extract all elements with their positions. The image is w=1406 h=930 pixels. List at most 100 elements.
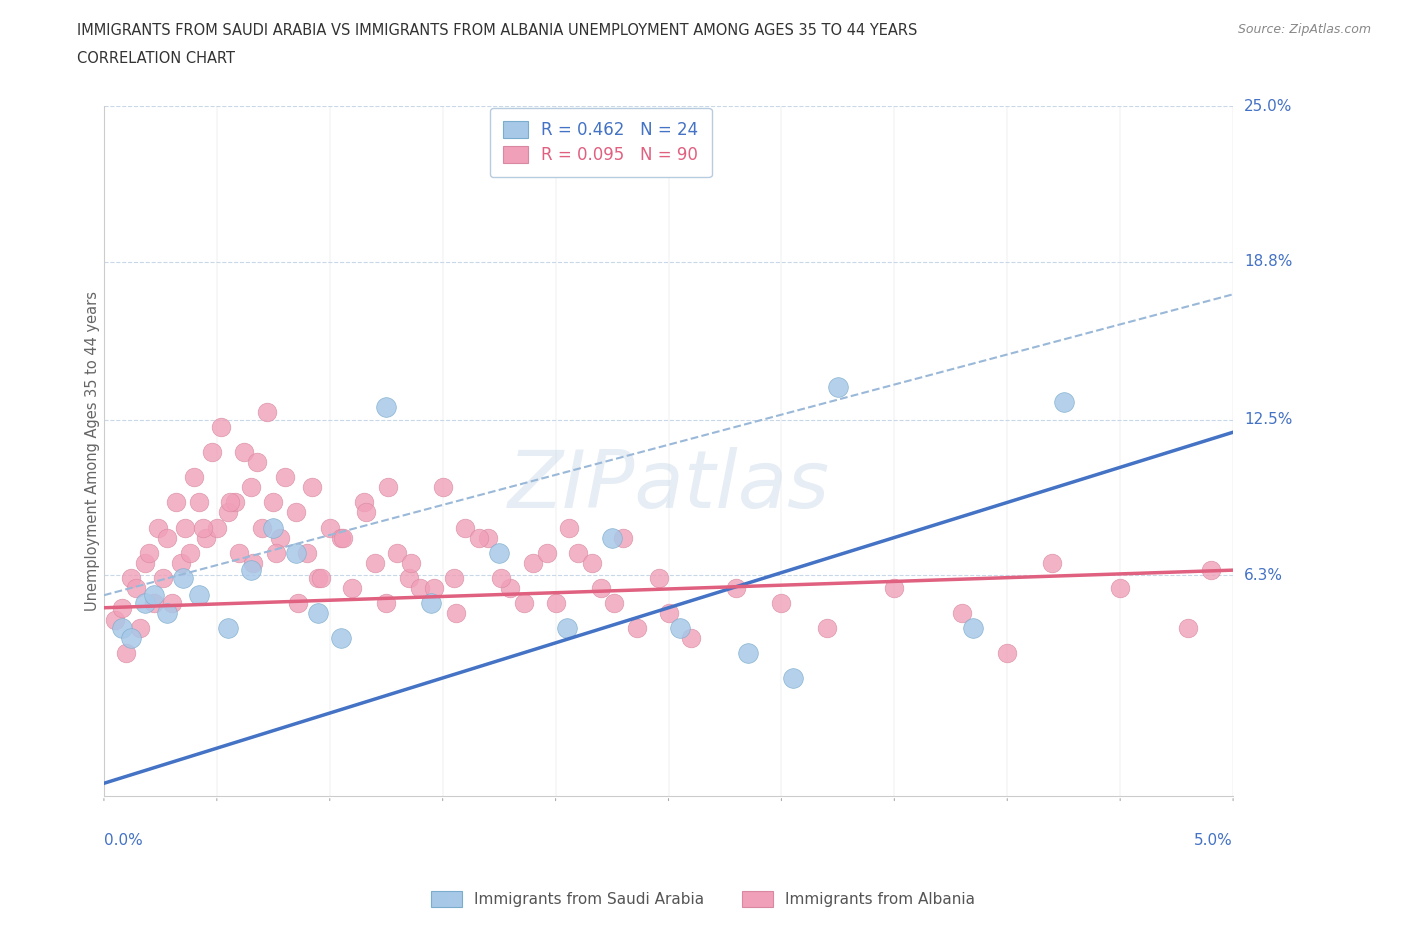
Point <box>422 580 444 595</box>
Point <box>129 620 152 635</box>
Point <box>142 595 165 610</box>
Point <box>375 400 398 415</box>
Point <box>488 545 510 560</box>
Point <box>737 645 759 660</box>
Point <box>165 495 187 510</box>
Point <box>301 480 323 495</box>
Point <box>626 620 648 635</box>
Point <box>827 379 849 394</box>
Point <box>115 645 138 660</box>
Point <box>217 505 239 520</box>
Point <box>160 595 183 610</box>
Point <box>342 580 364 595</box>
Point <box>657 605 679 620</box>
Point <box>172 570 194 585</box>
Point <box>287 595 309 610</box>
Point <box>454 520 477 535</box>
Point <box>156 605 179 620</box>
Point <box>522 555 544 570</box>
Point <box>377 480 399 495</box>
Point <box>239 563 262 578</box>
Point <box>219 495 242 510</box>
Point <box>770 595 793 610</box>
Text: 5.0%: 5.0% <box>1194 833 1233 848</box>
Point <box>307 605 329 620</box>
Point <box>536 545 558 560</box>
Point <box>330 530 353 545</box>
Point <box>399 555 422 570</box>
Point <box>375 595 398 610</box>
Point <box>120 570 142 585</box>
Point <box>600 530 623 545</box>
Point <box>246 455 269 470</box>
Point <box>179 545 201 560</box>
Point <box>581 555 603 570</box>
Text: 18.8%: 18.8% <box>1244 254 1292 269</box>
Point <box>193 520 215 535</box>
Point <box>499 580 522 595</box>
Point <box>612 530 634 545</box>
Point <box>209 419 232 434</box>
Point <box>353 495 375 510</box>
Point <box>468 530 491 545</box>
Point <box>256 405 278 419</box>
Point <box>319 520 342 535</box>
Text: ZIPatlas: ZIPatlas <box>508 446 830 525</box>
Point <box>146 520 169 535</box>
Point <box>134 595 156 610</box>
Point <box>1177 620 1199 635</box>
Point <box>262 495 284 510</box>
Text: 12.5%: 12.5% <box>1244 412 1292 427</box>
Point <box>477 530 499 545</box>
Text: IMMIGRANTS FROM SAUDI ARABIA VS IMMIGRANTS FROM ALBANIA UNEMPLOYMENT AMONG AGES : IMMIGRANTS FROM SAUDI ARABIA VS IMMIGRAN… <box>77 23 918 38</box>
Point <box>332 530 354 545</box>
Point <box>273 470 295 485</box>
Point <box>648 570 671 585</box>
Point <box>242 555 264 570</box>
Point <box>589 580 612 595</box>
Point <box>124 580 146 595</box>
Point <box>491 570 513 585</box>
Point <box>156 530 179 545</box>
Point <box>183 470 205 485</box>
Point <box>883 580 905 595</box>
Point <box>205 520 228 535</box>
Point <box>170 555 193 570</box>
Point <box>307 570 329 585</box>
Point <box>232 445 254 459</box>
Point <box>409 580 432 595</box>
Point <box>284 545 307 560</box>
Point <box>1109 580 1132 595</box>
Point <box>134 555 156 570</box>
Point <box>217 620 239 635</box>
Point <box>1199 563 1222 578</box>
Point <box>201 445 224 459</box>
Point <box>444 605 467 620</box>
Point <box>330 631 353 645</box>
Point <box>1053 394 1076 409</box>
Y-axis label: Unemployment Among Ages 35 to 44 years: Unemployment Among Ages 35 to 44 years <box>86 291 100 611</box>
Point <box>567 545 589 560</box>
Point <box>725 580 748 595</box>
Point <box>962 620 984 635</box>
Point <box>152 570 174 585</box>
Text: 0.0%: 0.0% <box>104 833 142 848</box>
Point <box>309 570 332 585</box>
Point <box>513 595 536 610</box>
Text: 25.0%: 25.0% <box>1244 99 1292 113</box>
Point <box>262 520 284 535</box>
Point <box>174 520 197 535</box>
Point <box>432 480 454 495</box>
Point <box>269 530 291 545</box>
Point <box>387 545 409 560</box>
Point <box>224 495 246 510</box>
Point <box>815 620 838 635</box>
Point <box>239 480 262 495</box>
Point <box>104 613 127 628</box>
Point <box>284 505 307 520</box>
Point <box>120 631 142 645</box>
Point <box>354 505 377 520</box>
Point <box>1042 555 1064 570</box>
Point <box>668 620 690 635</box>
Point <box>295 545 318 560</box>
